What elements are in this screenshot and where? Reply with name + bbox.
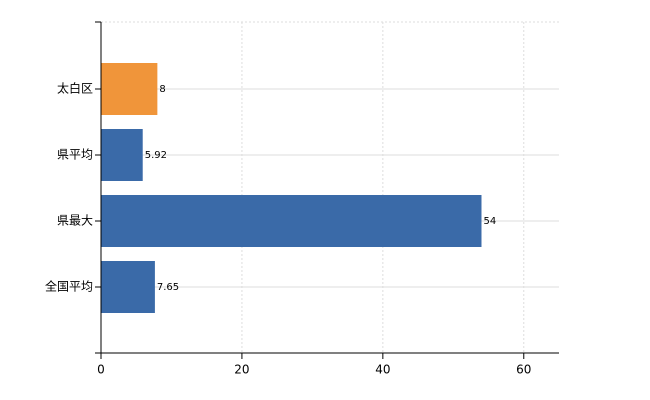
y-tick-label: 太白区 <box>57 81 93 96</box>
x-tick-label: 60 <box>516 363 531 377</box>
value-label: 5.92 <box>145 150 167 161</box>
value-label: 7.65 <box>157 282 179 293</box>
x-tick-label: 20 <box>234 363 249 377</box>
bar <box>101 261 155 313</box>
y-tick-label: 県最大 <box>57 214 93 228</box>
x-tick-label: 40 <box>375 363 390 377</box>
y-tick-label: 県平均 <box>57 148 93 162</box>
x-tick-label: 0 <box>97 363 105 377</box>
bar <box>101 195 482 247</box>
value-label: 54 <box>483 216 496 227</box>
bar <box>101 129 143 181</box>
value-label: 8 <box>159 84 165 95</box>
bar <box>101 63 158 115</box>
y-tick-label: 全国平均 <box>45 279 93 294</box>
